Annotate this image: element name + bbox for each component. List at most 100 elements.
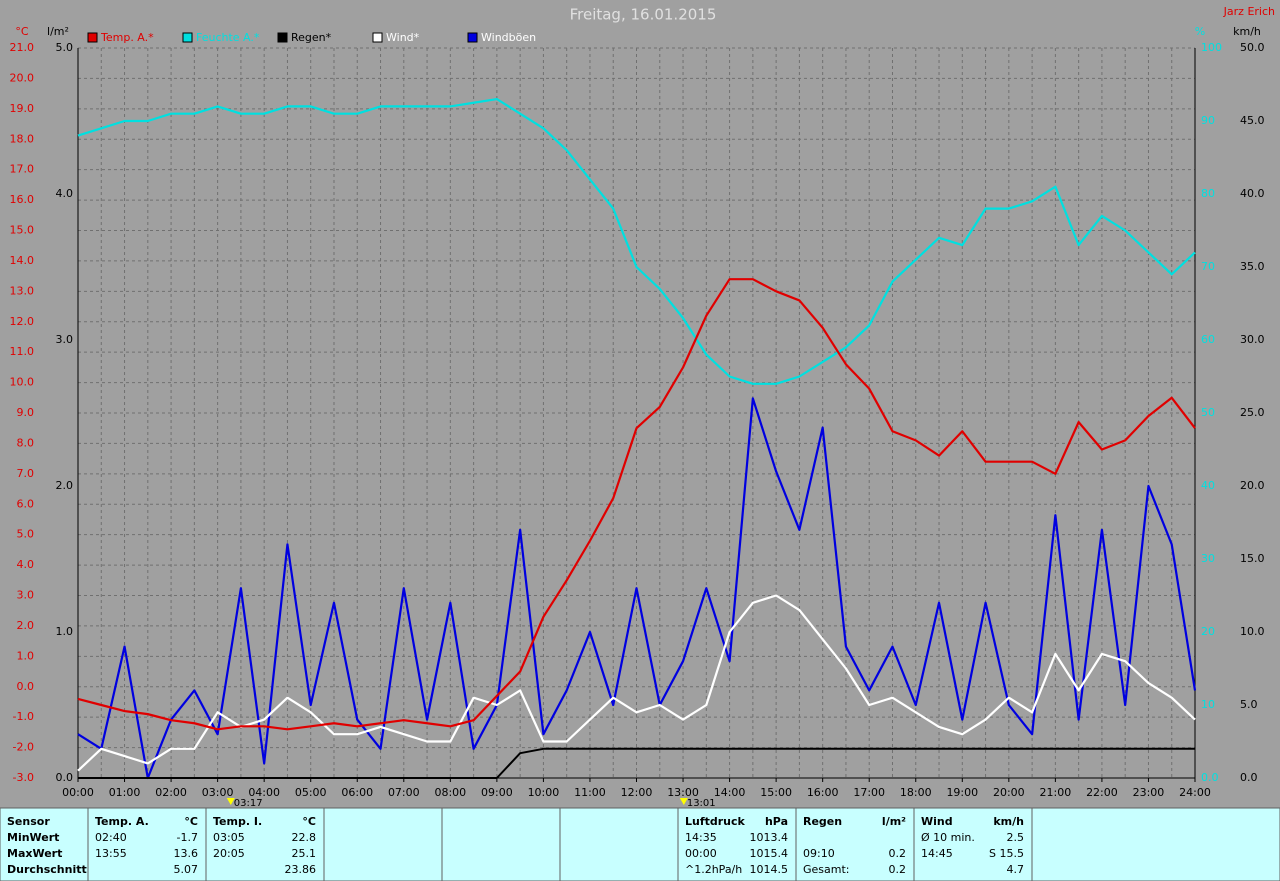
panel-cell: 1013.4 xyxy=(750,831,789,844)
x-tick-label: 23:00 xyxy=(1133,786,1165,799)
y-tick-label: 0.0 xyxy=(17,680,35,693)
panel-cell: 4.7 xyxy=(1007,863,1025,876)
x-tick-label: 16:00 xyxy=(807,786,839,799)
x-tick-label: 22:00 xyxy=(1086,786,1118,799)
panel-header: °C xyxy=(184,815,198,828)
y4-tick-label: 30 xyxy=(1201,552,1215,565)
series-line xyxy=(77,97,1196,385)
y-tick-label: 13.0 xyxy=(10,284,35,297)
x-tick-label: 09:00 xyxy=(481,786,513,799)
panel-cell: 13:55 xyxy=(95,847,127,860)
x-tick-label: 05:00 xyxy=(295,786,327,799)
y2-tick-label: 5.0 xyxy=(1240,698,1258,711)
y2-tick-label: 0.0 xyxy=(1240,771,1258,784)
y-tick-label: -2.0 xyxy=(13,741,34,754)
series-line xyxy=(77,278,1196,731)
series-line xyxy=(77,594,1196,772)
panel-cell: 03:05 xyxy=(213,831,245,844)
x-tick-label: 07:00 xyxy=(388,786,420,799)
y-tick-label: 2.0 xyxy=(17,619,35,632)
y3-tick-label: 3.0 xyxy=(56,333,74,346)
x-tick-label: 12:00 xyxy=(621,786,653,799)
y-tick-label: 1.0 xyxy=(17,649,35,662)
y-tick-label: 16.0 xyxy=(10,193,35,206)
annotation-label: 03:17 xyxy=(234,798,263,809)
panel-cell: Durchschnitt xyxy=(7,863,87,876)
y2-tick-label: 40.0 xyxy=(1240,187,1265,200)
panel-header: Regen xyxy=(803,815,842,828)
y3-tick-label: 5.0 xyxy=(56,41,74,54)
y4-tick-label: 0.0 xyxy=(1201,771,1219,784)
y4-tick-label: 40 xyxy=(1201,479,1215,492)
y4-tick-label: 90 xyxy=(1201,114,1215,127)
x-tick-label: 17:00 xyxy=(853,786,885,799)
y2-tick-label: 35.0 xyxy=(1240,260,1265,273)
x-tick-label: 15:00 xyxy=(760,786,792,799)
panel-header: Temp. I. xyxy=(213,815,262,828)
panel-header: Wind xyxy=(921,815,953,828)
legend-swatch xyxy=(277,32,288,43)
series-line xyxy=(78,747,1195,779)
panel-header: km/h xyxy=(993,815,1024,828)
panel-cell: Gesamt: xyxy=(803,863,850,876)
y-tick-label: 4.0 xyxy=(17,558,35,571)
panel-cell: 14:35 xyxy=(685,831,717,844)
x-tick-label: 21:00 xyxy=(1040,786,1072,799)
author: Jarz Erich xyxy=(1223,5,1275,18)
y-tick-label: 19.0 xyxy=(10,102,35,115)
y-tick-label: 7.0 xyxy=(17,467,35,480)
panel-cell: ^1.2hPa/h xyxy=(685,863,742,876)
legend-label: Regen* xyxy=(291,31,332,44)
y-tick-label: 17.0 xyxy=(10,163,35,176)
y2-tick-label: 50.0 xyxy=(1240,41,1265,54)
panel-cell: 1015.4 xyxy=(750,847,789,860)
legend-swatch xyxy=(87,32,98,43)
panel-cell: 09:10 xyxy=(803,847,835,860)
y4-tick-label: 100 xyxy=(1201,41,1222,54)
legend-label: Wind* xyxy=(386,31,420,44)
stats-panel xyxy=(0,807,1280,881)
x-tick-label: 20:00 xyxy=(993,786,1025,799)
y2-tick-label: 25.0 xyxy=(1240,406,1265,419)
y3-tick-label: 0.0 xyxy=(56,771,74,784)
panel-header: Sensor xyxy=(7,815,50,828)
y4-tick-label: 70 xyxy=(1201,260,1215,273)
panel-cell: 1014.5 xyxy=(750,863,789,876)
y-tick-label: 9.0 xyxy=(17,406,35,419)
panel-cell: 0.2 xyxy=(889,863,907,876)
panel-cell: 0.2 xyxy=(889,847,907,860)
panel-cell: 5.07 xyxy=(174,863,199,876)
legend-swatch xyxy=(182,32,193,43)
x-tick-label: 08:00 xyxy=(434,786,466,799)
chart-title: Freitag, 16.01.2015 xyxy=(570,6,717,24)
x-tick-label: 19:00 xyxy=(946,786,978,799)
x-tick-label: 00:00 xyxy=(62,786,94,799)
panel-header: Temp. A. xyxy=(95,815,149,828)
x-tick-label: 03:00 xyxy=(202,786,234,799)
legend-label: Windböen xyxy=(481,31,536,44)
y-tick-label: 20.0 xyxy=(10,71,35,84)
x-tick-label: 13:00 xyxy=(667,786,699,799)
y2-tick-label: 45.0 xyxy=(1240,114,1265,127)
y4-tick-label: 50 xyxy=(1201,406,1215,419)
y-tick-label: 3.0 xyxy=(17,589,35,602)
legend-label: Temp. A.* xyxy=(100,31,154,44)
y-tick-label: 5.0 xyxy=(17,528,35,541)
y2-axis-unit: km/h xyxy=(1233,25,1261,38)
panel-cell: MaxWert xyxy=(7,847,62,860)
panel-cell: 13.6 xyxy=(174,847,199,860)
panel-cell: 02:40 xyxy=(95,831,127,844)
y-tick-label: -3.0 xyxy=(13,771,34,784)
annotation-marker xyxy=(679,798,688,805)
y-tick-label: 6.0 xyxy=(17,497,35,510)
legend-label: Feuchte A.* xyxy=(196,31,260,44)
y4-tick-label: 10 xyxy=(1201,698,1215,711)
panel-cell: 2.5 xyxy=(1007,831,1025,844)
x-tick-label: 10:00 xyxy=(528,786,560,799)
legend-swatch xyxy=(467,32,478,43)
x-tick-label: 01:00 xyxy=(109,786,141,799)
y2-tick-label: 15.0 xyxy=(1240,552,1265,565)
panel-cell: 23.86 xyxy=(285,863,317,876)
